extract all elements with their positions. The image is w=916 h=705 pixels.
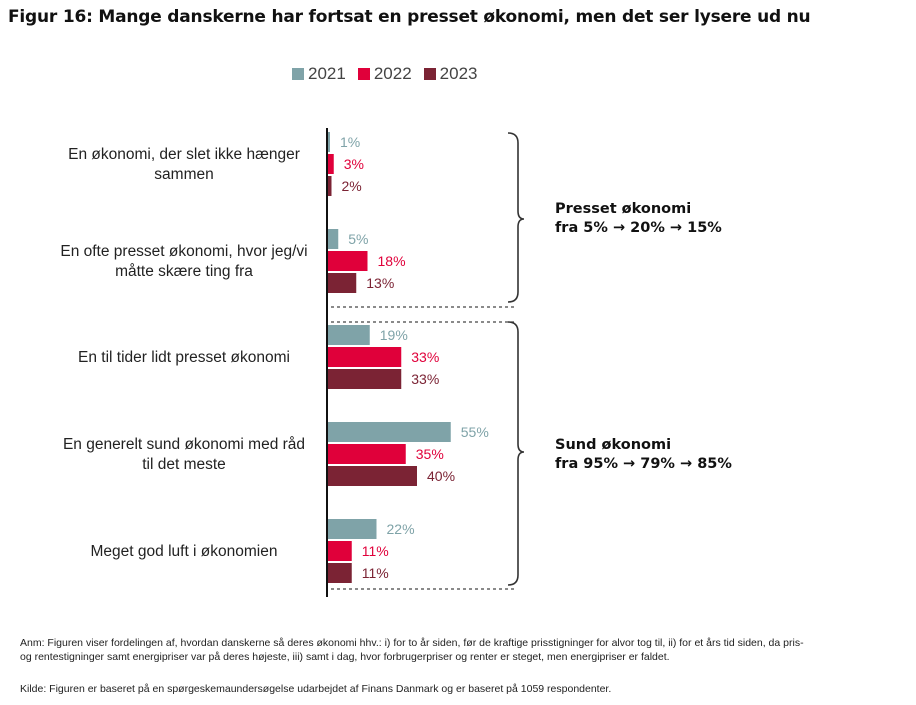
legend-swatch-2022 [357, 68, 370, 80]
category-label-0-1: sammen [154, 166, 213, 183]
data-label-2023-1: 13% [366, 275, 394, 291]
data-label-2021-1: 5% [348, 231, 368, 247]
annotation-presset-text: fra 5% → 20% → 15% [555, 220, 722, 236]
bar-2023-2 [327, 369, 402, 389]
data-label-2022-3: 35% [416, 446, 444, 462]
bar-2021-3 [327, 422, 451, 442]
bar-2021-0 [327, 132, 330, 152]
legend-item-2021: 2021 [292, 64, 346, 84]
data-label-2023-2: 33% [411, 371, 439, 387]
legend: 2021 2022 2023 [292, 64, 477, 84]
brace-sund [507, 321, 525, 586]
bar-2021-1 [327, 229, 339, 249]
bar-2021-2 [327, 325, 370, 345]
category-label-3-1: til det meste [142, 456, 226, 473]
category-label-1-1: måtte skære ting fra [115, 263, 253, 280]
annotation-sund-title: Sund økonomi [555, 437, 671, 453]
data-label-2022-4: 11% [362, 543, 389, 559]
bar-2023-3 [327, 466, 417, 486]
annotation-presset-title: Presset økonomi [555, 201, 691, 217]
bar-chart: 1% 3% 2% En økonomi, der slet ikke hænger sa… [60, 128, 732, 597]
legend-swatch-2021 [292, 68, 304, 80]
category-label-3-0: En generelt sund økonomi med råd [63, 436, 305, 453]
bar-2023-0 [327, 176, 332, 196]
bar-2022-0 [327, 154, 334, 174]
bar-2022-4 [327, 541, 352, 561]
data-label-2023-0: 2% [342, 178, 362, 194]
data-label-2022-2: 33% [411, 349, 439, 365]
bar-2023-1 [327, 273, 357, 293]
bar-2022-1 [327, 251, 368, 271]
legend-label-2023: 2023 [439, 64, 478, 83]
data-label-2021-3: 55% [461, 424, 489, 440]
data-label-2021-4: 22% [387, 521, 415, 537]
note-anm-line2: og rentestigninger samt energipriser var… [20, 651, 670, 663]
category-label-0-0: En økonomi, der slet ikke hænger [68, 146, 300, 163]
note-anm: Anm: Figuren viser fordelingen af, hvord… [20, 636, 910, 664]
data-label-2021-2: 19% [380, 327, 408, 343]
bar-2022-2 [327, 347, 402, 367]
category-label-4-0: Meget god luft i økonomien [91, 543, 278, 560]
chart-title: Figur 16: Mange danskerne har fortsat en… [8, 7, 811, 27]
legend-item-2022: 2022 [357, 64, 412, 84]
bar-2022-3 [327, 444, 406, 464]
legend-item-2023: 2023 [423, 64, 478, 84]
bar-2023-4 [327, 563, 352, 583]
legend-label-2021: 2021 [308, 64, 346, 83]
data-label-2022-1: 18% [378, 253, 406, 269]
data-label-2022-0: 3% [344, 156, 364, 172]
category-label-1-0: En ofte presset økonomi, hvor jeg/vi [60, 243, 307, 260]
data-label-2023-4: 11% [362, 565, 389, 581]
category-label-2-0: En til tider lidt presset økonomi [78, 349, 290, 366]
brace-presset [507, 132, 525, 303]
bar-2021-4 [327, 519, 377, 539]
annotation-sund-text: fra 95% → 79% → 85% [555, 456, 732, 472]
note-anm-line1: Anm: Figuren viser fordelingen af, hvord… [20, 637, 804, 649]
data-label-2021-0: 1% [340, 134, 360, 150]
note-source: Kilde: Figuren er baseret på en spørgesk… [20, 683, 612, 695]
data-label-2023-3: 40% [427, 468, 455, 484]
legend-label-2022: 2022 [373, 64, 412, 83]
legend-swatch-2023 [423, 68, 436, 80]
